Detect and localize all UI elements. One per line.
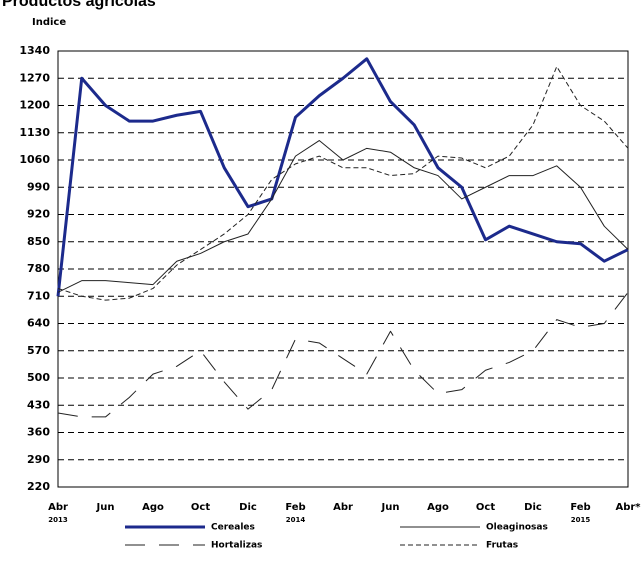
y-tick-label: 780 <box>27 262 50 275</box>
y-tick-label: 850 <box>27 235 50 248</box>
x-tick-label: Oct <box>476 502 495 513</box>
y-tick-label: 1060 <box>19 153 50 166</box>
legend-label: Oleaginosas <box>486 523 548 533</box>
y-tick-label: 640 <box>27 317 50 330</box>
x-tick-label: Abr <box>333 502 353 513</box>
y-axis-label: Indice <box>32 17 66 28</box>
x-tick-label: Ago <box>142 502 164 513</box>
x-tick-label: Oct <box>191 502 210 513</box>
year-label: 2015 <box>571 516 591 524</box>
legend-label: Hortalizas <box>211 541 262 551</box>
x-tick-label: Jun <box>381 502 400 513</box>
x-tick-label: Feb <box>285 502 305 513</box>
legend-label: Cereales <box>211 523 255 533</box>
legend-label: Frutas <box>486 541 518 551</box>
year-label: 2013 <box>48 516 68 524</box>
y-tick-label: 500 <box>27 371 50 384</box>
x-tick-label: Dic <box>524 502 542 513</box>
x-tick-label: Feb <box>570 502 590 513</box>
x-tick-label: Abr <box>48 502 68 513</box>
y-tick-label: 1130 <box>19 126 50 139</box>
y-tick-label: 1340 <box>19 44 50 57</box>
chart-title: Productos agrícolas <box>2 0 156 10</box>
y-tick-label: 290 <box>27 453 50 466</box>
x-tick-label: Abr* <box>615 502 641 513</box>
y-tick-label: 430 <box>27 398 50 411</box>
x-tick-label: Dic <box>239 502 257 513</box>
y-tick-label: 710 <box>27 289 50 302</box>
year-label: 2014 <box>286 516 306 524</box>
series-line <box>57 140 629 293</box>
y-tick-label: 1200 <box>19 99 50 112</box>
y-tick-label: 570 <box>27 344 50 357</box>
x-tick-label: Ago <box>427 502 449 513</box>
series-line <box>57 66 629 301</box>
y-tick-label: 920 <box>27 208 50 221</box>
series-line <box>57 292 629 418</box>
y-tick-label: 220 <box>27 480 50 493</box>
series-line <box>56 57 629 297</box>
y-tick-label: 990 <box>27 180 50 193</box>
x-tick-label: Jun <box>96 502 115 513</box>
y-tick-label: 1270 <box>19 71 50 84</box>
y-tick-label: 360 <box>27 426 50 439</box>
